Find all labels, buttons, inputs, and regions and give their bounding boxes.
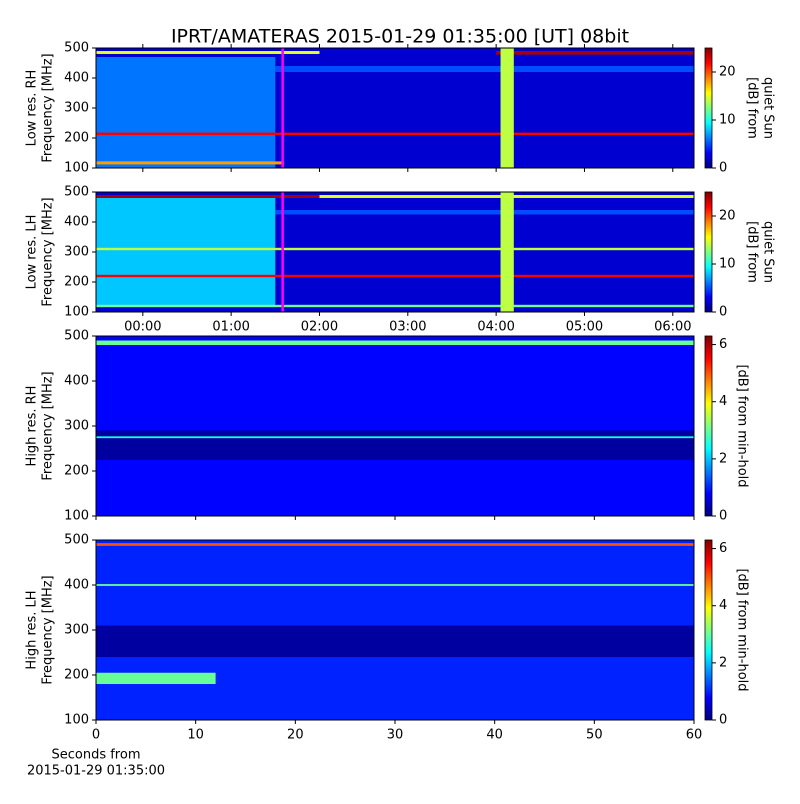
- x-axis-label: Seconds from: [51, 748, 140, 763]
- colorbar-tick-label: 0: [719, 509, 727, 524]
- y-axis-label: High res. RH: [25, 386, 40, 467]
- colorbar: [704, 47, 713, 169]
- colorbar-tick-label: 20: [719, 209, 736, 224]
- y-tick-label: 400: [64, 578, 89, 593]
- plot-area: [96, 48, 694, 168]
- colorbar-tick-label: 2: [719, 451, 727, 466]
- heat-cell: [496, 51, 694, 55]
- colorbar: [704, 539, 713, 721]
- x-tick-label: 10: [187, 728, 204, 743]
- x-tick-label: 05:00: [566, 320, 603, 335]
- y-tick-label: 300: [64, 623, 89, 638]
- heat-cell: [96, 436, 694, 439]
- y-tick-label: 100: [64, 305, 89, 320]
- x-tick-label: 00:00: [124, 320, 161, 335]
- colorbar-tick-label: 0: [719, 713, 727, 728]
- y-axis-label: Frequency [MHz]: [41, 197, 56, 306]
- colorbar-tick-label: 4: [719, 394, 727, 409]
- heat-cell: [96, 274, 694, 278]
- colorbar-tick-label: 20: [719, 65, 736, 80]
- x-tick-label: 0: [92, 728, 100, 743]
- colorbar: [704, 335, 713, 517]
- y-tick-label: 200: [64, 275, 89, 290]
- x-tick-label: 01:00: [212, 320, 249, 335]
- y-tick-label: 300: [64, 419, 89, 434]
- x-tick-label: 30: [387, 728, 404, 743]
- colorbar: [704, 191, 713, 313]
- colorbar-label: [dB] from: [745, 77, 760, 139]
- y-axis-label: Frequency [MHz]: [41, 371, 56, 480]
- heat-cell: [96, 340, 694, 345]
- heat-cell: [96, 543, 694, 546]
- colorbar-tick-label: 10: [719, 257, 736, 272]
- colorbar-tick-label: 6: [719, 541, 727, 556]
- x-tick-label: 60: [686, 728, 703, 743]
- colorbar-tick-label: 0: [719, 305, 727, 320]
- colorbar-label: quiet Sun: [761, 77, 776, 139]
- plot-area: [96, 336, 694, 516]
- colorbar-tick-label: 10: [719, 113, 736, 128]
- y-tick-label: 100: [64, 713, 89, 728]
- y-axis-label: Frequency [MHz]: [41, 575, 56, 684]
- y-tick-label: 500: [64, 41, 89, 56]
- y-tick-label: 400: [64, 374, 89, 389]
- x-tick-label: 04:00: [477, 320, 514, 335]
- heat-cell: [96, 198, 276, 306]
- y-tick-label: 300: [64, 101, 89, 116]
- y-tick-label: 300: [64, 245, 89, 260]
- heat-cell: [96, 672, 216, 684]
- plot-area: [96, 540, 694, 720]
- colorbar-label: quiet Sun: [761, 221, 776, 283]
- y-tick-label: 500: [64, 329, 89, 344]
- heat-cell: [275, 66, 694, 72]
- heat-cell: [96, 161, 285, 165]
- y-axis-label: Frequency [MHz]: [41, 53, 56, 162]
- colorbar-tick-label: 2: [719, 655, 727, 670]
- y-axis-label: High res. LH: [25, 590, 40, 669]
- y-tick-label: 200: [64, 668, 89, 683]
- colorbar-tick-label: 4: [719, 598, 727, 613]
- heat-cell: [275, 210, 694, 215]
- x-tick-label: 20: [287, 728, 304, 743]
- colorbar-label: [dB] from: [745, 221, 760, 283]
- x-tick-label: 06:00: [654, 320, 691, 335]
- plot-area: [96, 192, 694, 312]
- heat-cell: [500, 48, 514, 168]
- heat-cell: [96, 304, 694, 308]
- y-tick-label: 200: [64, 131, 89, 146]
- x-tick-label: 50: [586, 728, 603, 743]
- heat-cell: [96, 57, 276, 168]
- heat-cell: [96, 195, 320, 198]
- chart-title: IPRT/AMATERAS 2015-01-29 01:35:00 [UT] 0…: [171, 26, 629, 48]
- y-axis-label: Low res. RH: [25, 70, 40, 147]
- colorbar-tick-label: 6: [719, 337, 727, 352]
- heat-cell: [500, 192, 514, 312]
- y-tick-label: 200: [64, 464, 89, 479]
- x-tick-label: 02:00: [301, 320, 338, 335]
- y-axis-label: Low res. LH: [25, 215, 40, 290]
- heat-cell: [96, 247, 694, 251]
- heat-cell: [96, 584, 694, 586]
- colorbar-label: [dB] from min-hold: [735, 364, 750, 487]
- x-axis-label: 2015-01-29 01:35:00: [27, 764, 165, 779]
- y-tick-label: 500: [64, 185, 89, 200]
- heat-cell: [96, 132, 694, 135]
- colorbar-tick-label: 0: [719, 161, 727, 176]
- y-tick-label: 100: [64, 509, 89, 524]
- colorbar-label: [dB] from min-hold: [735, 568, 750, 691]
- y-tick-label: 400: [64, 71, 89, 86]
- heat-cell: [96, 625, 694, 657]
- heat-cell: [96, 51, 320, 54]
- x-tick-label: 40: [486, 728, 503, 743]
- y-tick-label: 400: [64, 215, 89, 230]
- y-tick-label: 100: [64, 161, 89, 176]
- y-tick-label: 500: [64, 533, 89, 548]
- heat-cell: [96, 336, 694, 516]
- heat-cell: [96, 430, 694, 460]
- x-tick-label: 03:00: [389, 320, 426, 335]
